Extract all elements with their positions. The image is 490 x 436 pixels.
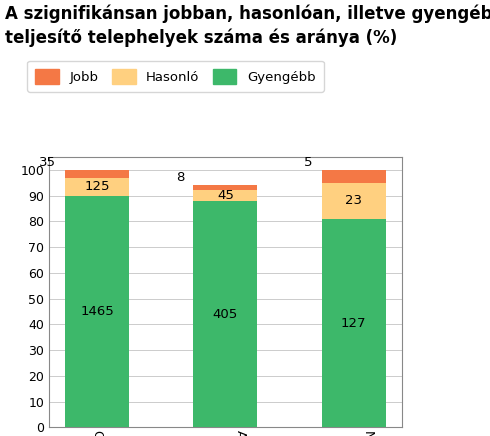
Bar <box>194 201 257 427</box>
Text: 5: 5 <box>304 156 313 169</box>
Text: 8: 8 <box>176 171 184 184</box>
Text: A szignifikánsan jobban, hasonlóan, illetve gyengébben
teljesítő telephelyek szá: A szignifikánsan jobban, hasonlóan, ille… <box>5 4 490 47</box>
Bar <box>321 183 386 219</box>
Bar <box>194 185 257 191</box>
Text: 127: 127 <box>341 317 367 330</box>
Text: 45: 45 <box>217 189 234 202</box>
Legend: Jobb, Hasonló, Gyengébb: Jobb, Hasonló, Gyengébb <box>27 61 323 92</box>
Bar <box>65 177 129 196</box>
Bar <box>321 170 386 183</box>
Bar <box>65 196 129 427</box>
Text: 1465: 1465 <box>80 305 114 318</box>
Bar <box>65 170 129 177</box>
Text: 35: 35 <box>39 156 56 169</box>
Bar <box>194 191 257 201</box>
Text: 125: 125 <box>84 180 110 193</box>
Bar <box>321 219 386 427</box>
Text: 405: 405 <box>213 307 238 320</box>
Text: 23: 23 <box>345 194 362 207</box>
